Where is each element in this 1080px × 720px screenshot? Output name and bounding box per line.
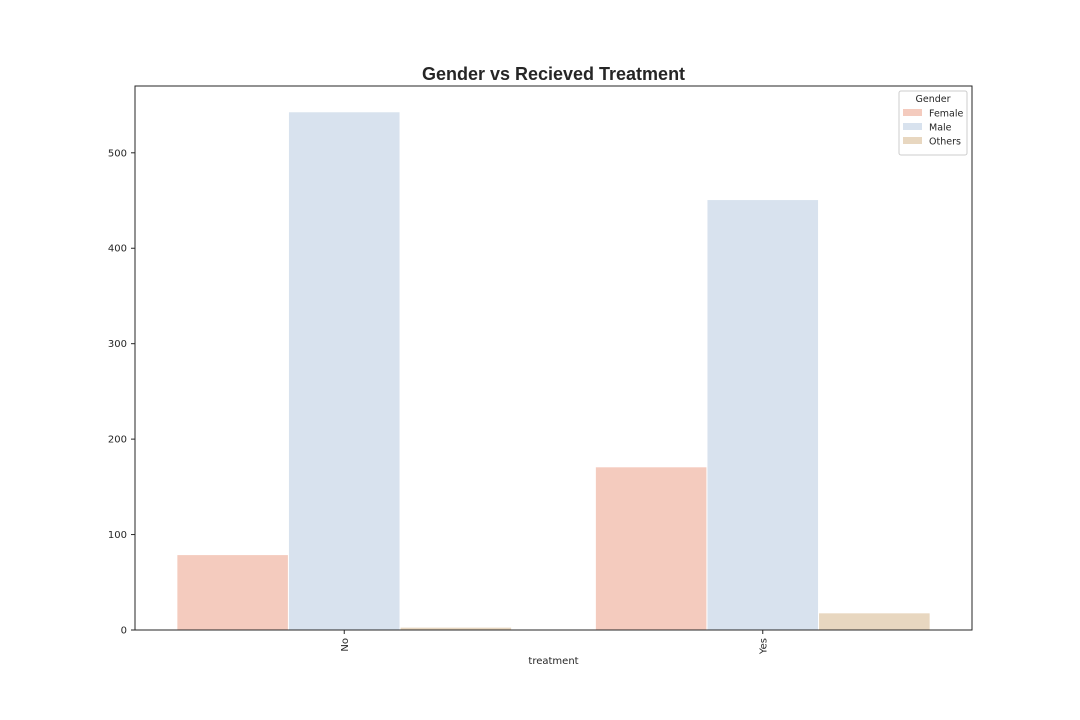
legend-title: Gender bbox=[915, 94, 950, 105]
y-tick-label: 300 bbox=[108, 339, 127, 350]
x-axis-label: treatment bbox=[528, 656, 578, 667]
x-axis: No Yes bbox=[340, 630, 769, 655]
legend: Gender Female Male Others bbox=[898, 90, 968, 156]
legend-label-others: Others bbox=[929, 137, 961, 148]
bar-others-yes bbox=[818, 612, 931, 631]
x-tick-label-yes: Yes bbox=[758, 638, 769, 655]
legend-label-male: Male bbox=[929, 123, 952, 134]
y-tick-label: 400 bbox=[108, 244, 127, 255]
chart-title: Gender vs Recieved Treatment bbox=[422, 64, 685, 84]
y-tick-label: 500 bbox=[108, 148, 127, 159]
legend-entries: Female Male Others bbox=[903, 109, 964, 148]
plot-frame bbox=[134, 85, 973, 631]
legend-swatch-others bbox=[903, 137, 922, 144]
y-tick-label: 200 bbox=[108, 435, 127, 446]
bar-female-no bbox=[176, 554, 289, 631]
y-tick-label: 100 bbox=[108, 530, 127, 541]
legend-swatch-male bbox=[903, 123, 922, 130]
bar-female-yes bbox=[594, 466, 708, 631]
bar-male-yes bbox=[706, 199, 820, 631]
bar-male-no bbox=[287, 111, 401, 631]
legend-swatch-female bbox=[903, 109, 922, 116]
bars-layer bbox=[176, 111, 931, 631]
legend-label-female: Female bbox=[929, 109, 964, 120]
y-axis: 0 100 200 300 400 500 bbox=[108, 148, 135, 637]
x-tick-label-no: No bbox=[340, 638, 351, 652]
y-tick-label: 0 bbox=[121, 626, 127, 637]
